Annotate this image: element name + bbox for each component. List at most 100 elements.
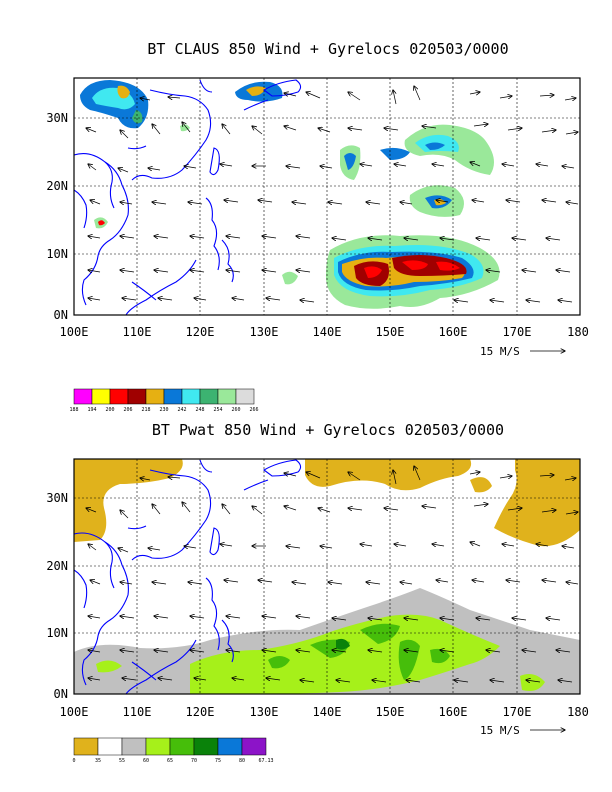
legend-swatch — [199, 388, 219, 405]
legend-swatch — [127, 388, 147, 405]
y-tick-label: 10N — [46, 247, 68, 261]
x-tick-label: 120E — [186, 325, 215, 339]
legend-swatch — [163, 388, 183, 405]
legend-swatch — [241, 737, 267, 756]
cloud-region — [246, 86, 266, 96]
x-tick-label: 100E — [60, 325, 89, 339]
panel-title: BT CLAUS 850 Wind + Gyrelocs 020503/0000 — [147, 40, 508, 58]
x-tick-label: 160E — [439, 325, 468, 339]
legend-swatch — [145, 737, 171, 756]
x-tick-label: 130E — [250, 325, 279, 339]
pwat-region — [305, 459, 472, 491]
legend-label: 242 — [177, 407, 186, 413]
legend-label: 70 — [191, 758, 197, 764]
cloud-region — [344, 153, 356, 170]
cloud-fields — [80, 80, 500, 309]
y-tick-label: 20N — [46, 559, 68, 573]
map-frame — [73, 458, 581, 695]
legend-label: 254 — [213, 407, 222, 413]
legend-label: 206 — [123, 407, 132, 413]
x-tick-label: 180 — [567, 325, 589, 339]
x-tick-label: 130E — [250, 705, 279, 719]
cloud-region — [282, 271, 298, 285]
cloud-region — [364, 266, 382, 278]
panel-title: BT Pwat 850 Wind + Gyrelocs 020503/0000 — [152, 421, 504, 439]
pwat-region — [268, 656, 290, 669]
color-legend: 188 194 200 206 218 230 242 248 254 260 266 — [69, 388, 259, 413]
pwat-region — [190, 614, 500, 694]
pwat-region — [430, 648, 450, 664]
legend-label: 60 — [143, 758, 149, 764]
x-tick-label: 150E — [376, 325, 405, 339]
pwat-region — [336, 638, 350, 650]
legend-swatch — [109, 388, 129, 405]
x-tick-label: 160E — [439, 705, 468, 719]
vector-reference-label: 15 M/S — [480, 724, 520, 737]
cloud-region — [117, 85, 130, 99]
map-frame — [73, 77, 581, 316]
legend-swatch — [73, 388, 93, 405]
legend-swatch — [73, 737, 99, 756]
pwat-region — [96, 660, 122, 673]
x-tick-label: 170E — [503, 325, 532, 339]
vector-reference: 15 M/S — [480, 345, 565, 358]
x-tick-label: 120E — [186, 705, 215, 719]
cloud-region — [132, 110, 143, 124]
legend-swatch — [97, 737, 123, 756]
legend-swatch — [193, 737, 219, 756]
cloud-region — [436, 261, 460, 271]
x-tick-label: 150E — [376, 705, 405, 719]
x-tick-label: 180 — [567, 705, 589, 719]
x-axis-ticks: 100E 110E 120E 130E 140E 150E 160E 170E … — [60, 325, 589, 339]
cloud-region — [380, 147, 410, 160]
x-tick-label: 170E — [503, 705, 532, 719]
x-tick-label: 110E — [123, 705, 152, 719]
y-tick-label: 10N — [46, 626, 68, 640]
legend-label: 188 — [69, 407, 78, 413]
legend-swatch — [121, 737, 147, 756]
panel-pwat: BT Pwat 850 Wind + Gyrelocs 020503/0000 — [46, 421, 589, 764]
legend-swatch — [235, 388, 255, 405]
cloud-region — [402, 260, 428, 270]
x-tick-label: 110E — [123, 325, 152, 339]
wind-vectors — [86, 86, 578, 302]
x-axis-ticks: 100E 110E 120E 130E 140E 150E 160E 170E … — [60, 705, 589, 719]
legend-label: 0 — [72, 758, 75, 764]
legend-swatch — [217, 737, 243, 756]
legend-label: 260 — [231, 407, 240, 413]
legend-label: 35 — [95, 758, 101, 764]
legend-swatch — [217, 388, 237, 405]
legend-label: 67.13 — [258, 758, 273, 764]
pwat-region — [470, 477, 492, 493]
y-axis-ticks: 0N 10N 20N 30N — [46, 491, 68, 701]
legend-swatch — [145, 388, 165, 405]
cloud-region — [98, 220, 105, 226]
y-tick-label: 0N — [54, 308, 68, 322]
pwat-region — [74, 459, 183, 542]
vector-reference: 15 M/S — [480, 724, 565, 737]
legend-label: 80 — [239, 758, 245, 764]
y-tick-label: 0N — [54, 687, 68, 701]
grid-lines — [74, 78, 580, 315]
y-axis-ticks: 0N 10N 20N 30N — [46, 111, 68, 322]
legend-label: 200 — [105, 407, 114, 413]
coastlines — [74, 459, 302, 694]
grid-lines — [74, 459, 580, 694]
vector-reference-label: 15 M/S — [480, 345, 520, 358]
legend-label: 266 — [249, 407, 258, 413]
legend-swatch — [169, 737, 195, 756]
legend-label: 55 — [119, 758, 125, 764]
legend-swatch — [91, 388, 111, 405]
legend-label: 194 — [87, 407, 96, 413]
coastlines — [74, 79, 302, 315]
x-tick-label: 140E — [313, 325, 342, 339]
panel-claus: BT CLAUS 850 Wind + Gyrelocs 020503/0000 — [46, 40, 589, 413]
pwat-region — [494, 459, 580, 547]
y-tick-label: 30N — [46, 111, 68, 125]
legend-label: 248 — [195, 407, 204, 413]
x-tick-label: 100E — [60, 705, 89, 719]
cloud-region — [392, 255, 467, 276]
legend-label: 65 — [167, 758, 173, 764]
x-tick-label: 140E — [313, 705, 342, 719]
